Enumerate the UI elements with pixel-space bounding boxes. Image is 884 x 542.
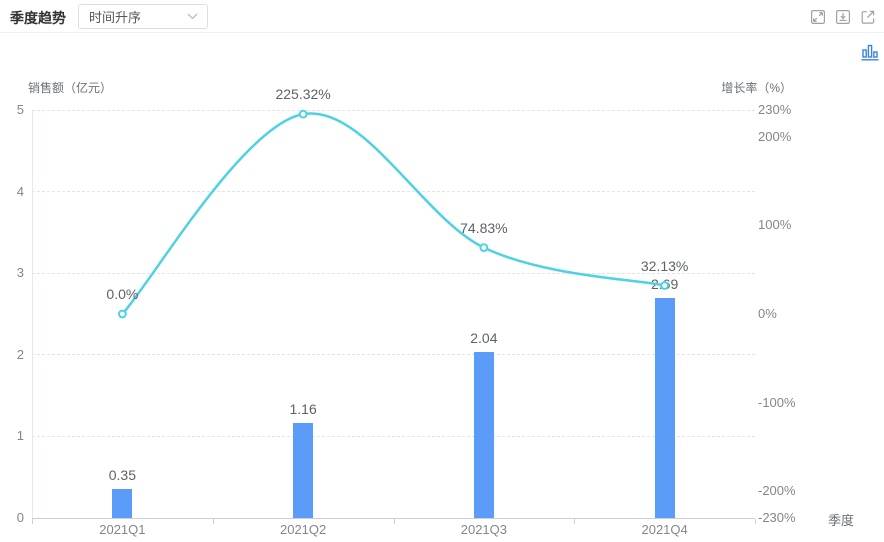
widget-header: 季度趋势 时间升序 [0,0,884,33]
right-axis-tick: -200% [758,483,796,499]
left-axis-tick: 4 [16,183,24,199]
y-axis-line [32,110,33,518]
right-axis-tick: 0% [758,306,777,321]
line-value-label: 74.83% [460,219,508,236]
expand-icon[interactable] [810,9,826,25]
right-axis-name: 增长率（%） [721,81,792,95]
open-external-icon[interactable] [860,9,876,25]
bar[interactable] [112,489,133,518]
bar[interactable] [293,423,314,518]
x-axis-tick-mark [755,519,756,524]
line-value-label: 32.13% [640,257,689,274]
sort-order-dropdown[interactable]: 时间升序 [78,4,208,29]
left-axis-tick: 3 [16,265,24,281]
sort-order-value: 时间升序 [89,10,142,25]
download-icon[interactable] [835,9,851,25]
growth-line [121,112,666,316]
bar[interactable] [473,351,494,518]
x-axis-tick-mark [212,519,214,524]
left-axis-tick: 0 [16,510,24,525]
x-axis-tick-mark [393,519,395,524]
right-axis-tick: 100% [758,217,792,233]
line-point[interactable] [479,243,489,253]
left-axis-name: 销售额（亿元） [28,81,113,95]
bar-chart-type-icon[interactable] [861,44,879,61]
x-axis-label: 2021Q4 [641,522,688,537]
right-axis-tick: 200% [758,128,792,144]
x-axis-line [32,518,755,519]
header-action-icons [810,9,876,25]
left-axis-tick: 1 [16,428,24,444]
line-value-label: 225.32% [275,86,331,103]
bar[interactable] [654,298,675,518]
gridline [32,109,755,111]
chevron-down-icon [187,13,198,20]
x-axis-label: 2021Q2 [279,522,327,537]
bar-value-label: 1.16 [289,401,317,418]
right-axis-tick: -230% [758,510,796,525]
bar-value-label: 0.35 [108,467,136,484]
x-axis-name: 季度 [828,513,855,528]
gridline [32,354,755,356]
line-point[interactable] [660,281,670,290]
x-axis-tick-mark [574,519,576,524]
gridline [32,191,755,193]
x-axis-label: 2021Q1 [99,522,146,537]
left-axis-tick: 2 [16,346,24,362]
x-axis-tick-mark [32,519,33,524]
gridline [32,272,755,274]
line-value-label: 0.0% [106,286,139,302]
x-axis-label: 2021Q3 [460,522,508,537]
right-axis-tick: -100% [758,394,796,410]
line-point[interactable] [117,309,127,319]
page-title: 季度趋势 [10,10,66,26]
bar-value-label: 2.04 [470,329,498,346]
left-axis-tick: 5 [16,102,24,117]
gridline [32,435,755,437]
line-point[interactable] [298,109,308,119]
right-axis-tick: 230% [758,102,792,117]
